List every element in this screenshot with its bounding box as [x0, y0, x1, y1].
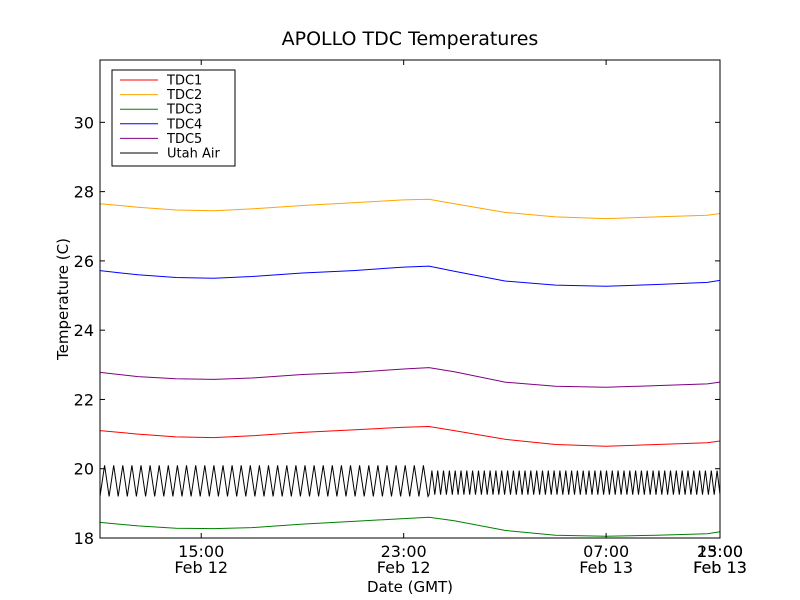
x-tick-label-date: Feb 12 — [174, 558, 228, 577]
series-line-tdc3 — [100, 516, 720, 537]
legend-label: TDC2 — [166, 88, 202, 103]
x-tick-label-time: 23:00 — [381, 542, 427, 561]
y-tick-label: 18 — [74, 529, 94, 548]
series-line-tdc1 — [100, 425, 720, 447]
series-line-utah-air — [100, 465, 720, 498]
legend-label: TDC5 — [166, 132, 202, 147]
x-axis-title: Date (GMT) — [367, 578, 453, 596]
x-tick-label-date: Feb 13 — [693, 558, 747, 577]
x-tick-label-date: Feb 13 — [579, 558, 633, 577]
series-layer — [100, 198, 720, 537]
x-tick-label-date: Feb 13 — [693, 558, 747, 577]
series-line-tdc5 — [100, 367, 720, 388]
x-tick-label-time: 15:00 — [178, 542, 224, 561]
x-tick-label-time: 07:00 — [583, 542, 629, 561]
y-axis-title: Temperature (C) — [54, 238, 72, 361]
plot-frame — [99, 59, 721, 539]
series-line-tdc2 — [100, 198, 720, 220]
x-tick-label-time: 15:00 — [697, 542, 743, 561]
x-tick-label-time: 23:00 — [697, 542, 743, 561]
y-tick-label: 24 — [74, 321, 94, 340]
y-tick-label: 26 — [74, 252, 94, 271]
legend-label: TDC4 — [166, 117, 202, 132]
y-tick-label: 30 — [74, 113, 94, 132]
chart-title: APOLLO TDC Temperatures — [282, 28, 539, 50]
y-tick-label: 28 — [74, 183, 94, 202]
y-tick-label: 22 — [74, 390, 94, 409]
legend-box — [111, 69, 236, 167]
legend-label: TDC1 — [166, 74, 202, 89]
x-tick-label-date: Feb 12 — [377, 558, 431, 577]
y-tick-label: 20 — [74, 460, 94, 479]
series-line-tdc4 — [100, 265, 720, 287]
legend-label: TDC3 — [166, 103, 202, 118]
legend-label: Utah Air — [167, 147, 220, 162]
